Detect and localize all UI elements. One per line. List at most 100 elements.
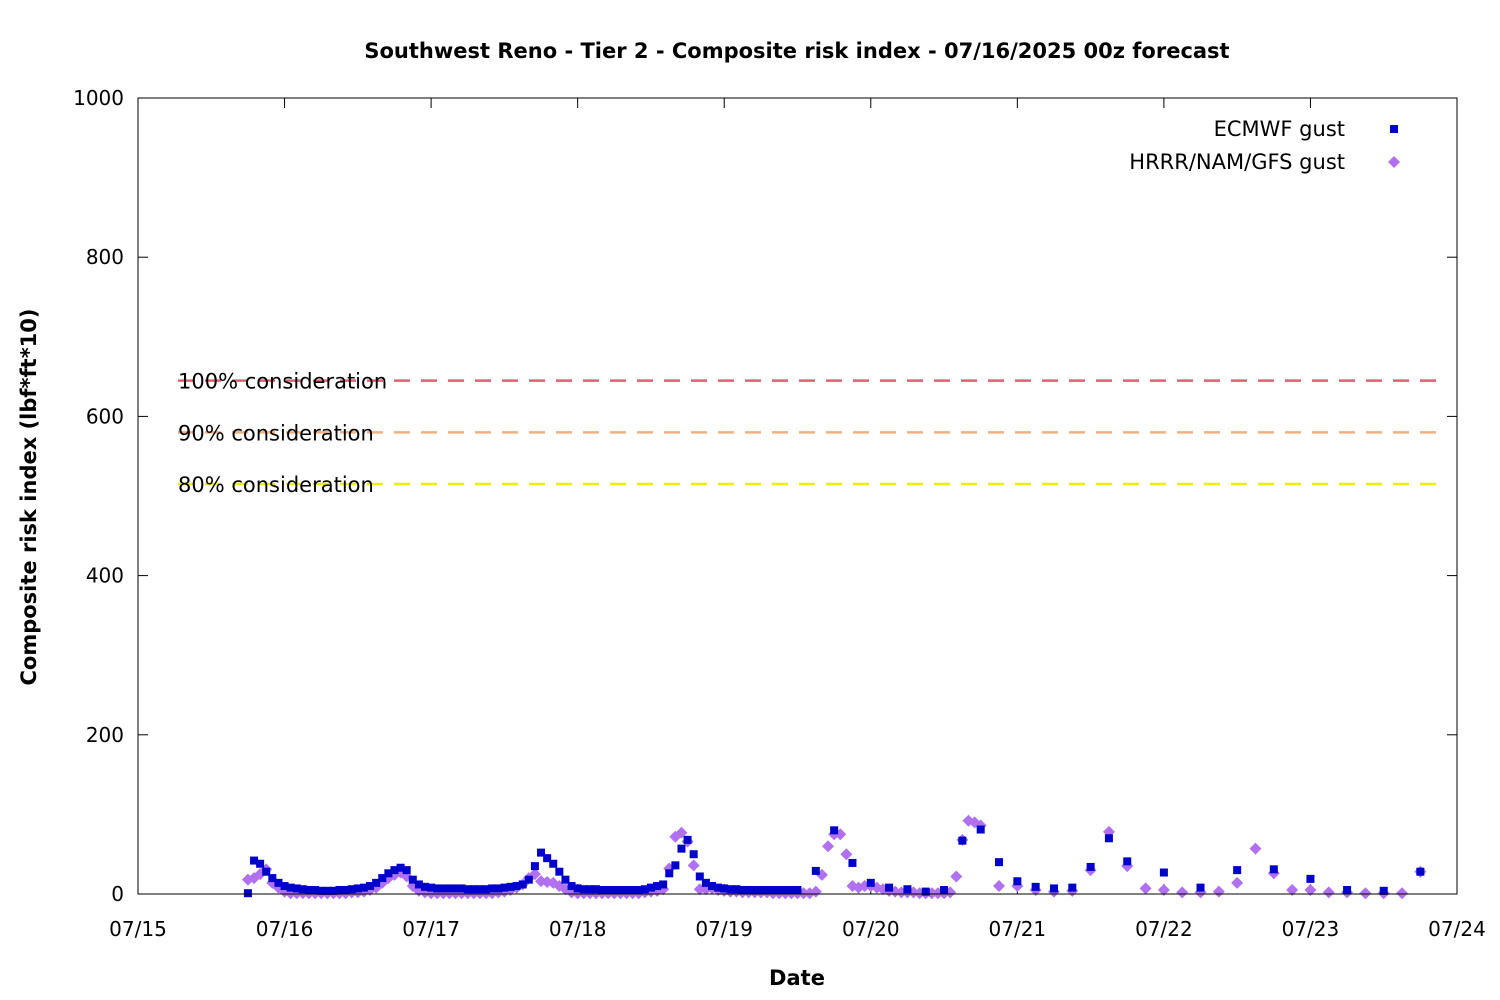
data-point: [903, 885, 912, 894]
data-point: [1031, 882, 1040, 891]
data-point: [445, 884, 454, 893]
data-point: [708, 882, 717, 891]
data-point: [1212, 885, 1225, 898]
data-point: [292, 884, 301, 893]
data-point: [439, 884, 448, 893]
data-point: [1359, 887, 1372, 900]
data-point: [671, 861, 680, 870]
data-point: [414, 880, 423, 889]
data-point: [353, 884, 362, 893]
data-point: [885, 883, 894, 892]
data-point: [958, 836, 967, 845]
data-point: [524, 875, 533, 884]
data-point: [530, 862, 539, 871]
data-point: [262, 867, 271, 876]
data-point: [537, 848, 546, 857]
data-point: [1416, 867, 1425, 876]
x-tick-label: 07/24: [1428, 917, 1486, 941]
data-point: [488, 884, 497, 893]
data-point: [1049, 884, 1058, 893]
data-point: [822, 840, 835, 853]
reference-line-label: 100% consideration: [178, 370, 387, 394]
x-tick-label: 07/22: [1135, 917, 1193, 941]
data-point: [384, 869, 393, 878]
data-point: [1233, 866, 1242, 875]
y-tick-label: 600: [86, 404, 124, 428]
data-point: [500, 883, 509, 892]
data-point: [1322, 886, 1335, 899]
data-point: [675, 826, 688, 839]
data-point: [549, 859, 558, 868]
y-tick-label: 1000: [73, 86, 124, 110]
data-point: [396, 863, 405, 872]
data-point: [475, 885, 484, 894]
data-point: [665, 869, 674, 878]
legend-label: HRRR/NAM/GFS gust: [1129, 150, 1345, 174]
data-point: [421, 882, 430, 891]
y-tick-label: 400: [86, 564, 124, 588]
data-point: [775, 886, 784, 895]
data-point: [695, 872, 704, 881]
data-point: [341, 886, 350, 895]
x-tick-label: 07/19: [695, 917, 753, 941]
data-point: [646, 883, 655, 892]
data-point: [243, 889, 252, 898]
data-point: [866, 878, 875, 887]
data-point: [840, 848, 853, 861]
data-point: [469, 885, 478, 894]
data-point: [482, 885, 491, 894]
data-point: [628, 886, 637, 895]
data-point: [298, 885, 307, 894]
data-point: [250, 856, 259, 865]
data-point: [1159, 868, 1168, 877]
data-point: [543, 854, 552, 863]
y-tick-label: 0: [111, 882, 124, 906]
data-point: [372, 878, 381, 887]
data-point: [1104, 834, 1113, 843]
data-point: [268, 874, 277, 883]
data-point: [634, 886, 643, 895]
data-point: [347, 885, 356, 894]
data-point: [744, 886, 753, 895]
data-point: [653, 882, 662, 891]
data-point: [1269, 865, 1278, 874]
data-point: [714, 883, 723, 892]
x-tick-label: 07/16: [256, 917, 314, 941]
data-point: [750, 886, 759, 895]
data-point: [256, 859, 265, 868]
y-axis-ticks: 0 200 400 600 800 1000: [73, 86, 1457, 906]
data-point: [610, 886, 619, 895]
data-point: [1249, 842, 1262, 855]
data-point: [1157, 884, 1170, 897]
data-point: [286, 883, 295, 892]
data-point: [579, 885, 588, 894]
y-axis-label: Composite risk index (lbf*ft*10): [17, 308, 41, 685]
data-point: [738, 886, 747, 895]
data-point: [848, 858, 857, 867]
data-point: [701, 878, 710, 887]
data-point: [756, 886, 765, 895]
data-point: [659, 880, 668, 889]
data-point: [390, 866, 399, 875]
data-point: [616, 886, 625, 895]
data-point: [976, 825, 985, 834]
x-axis-ticks: 07/15 07/16 07/17 07/18 07/19 07/20 07/21 07/22…: [109, 98, 1486, 941]
data-point: [463, 885, 472, 894]
data-point: [993, 880, 1006, 893]
reference-line-label: 80% consideration: [178, 473, 374, 497]
data-point: [512, 882, 521, 891]
data-point: [408, 875, 417, 884]
x-tick-label: 07/18: [549, 917, 607, 941]
data-point: [622, 886, 631, 895]
data-point: [555, 867, 564, 876]
data-point: [1086, 862, 1095, 871]
data-point: [573, 884, 582, 893]
data-point: [640, 885, 649, 894]
data-point: [921, 887, 930, 896]
data-point: [451, 884, 460, 893]
data-point: [274, 878, 283, 887]
data-point: [726, 885, 735, 894]
x-tick-label: 07/23: [1282, 917, 1340, 941]
data-point: [1123, 857, 1132, 866]
